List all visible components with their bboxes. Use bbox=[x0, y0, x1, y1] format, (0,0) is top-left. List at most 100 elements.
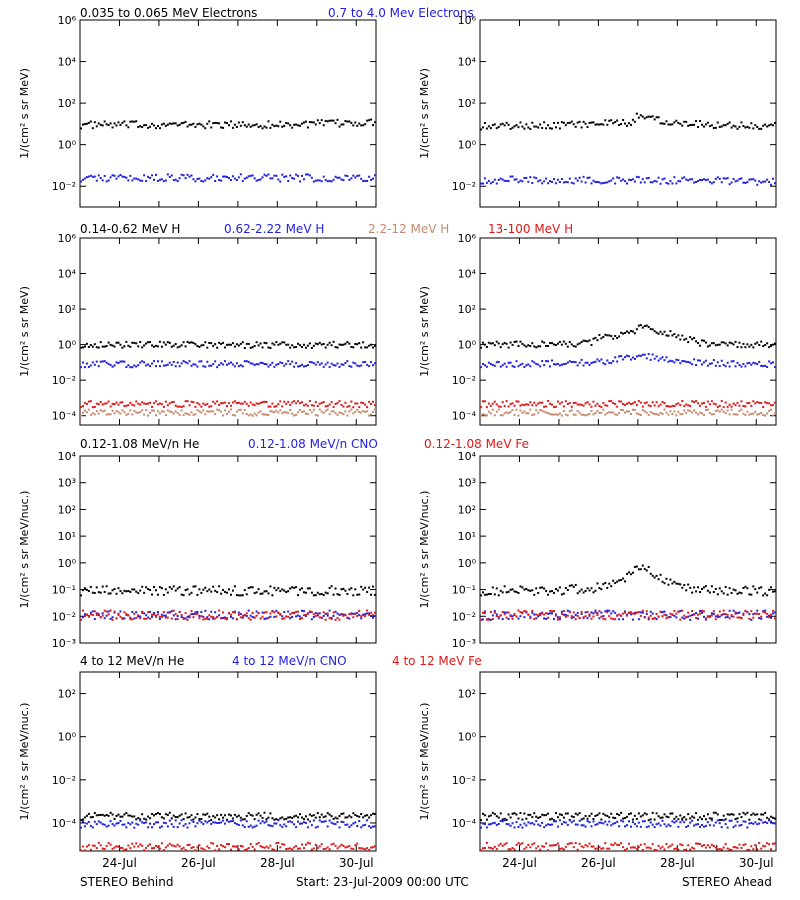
row4-title-he: 4 to 12 MeV/n He bbox=[80, 654, 185, 668]
data-point bbox=[227, 362, 230, 365]
data-point bbox=[570, 361, 573, 364]
data-point bbox=[202, 365, 205, 368]
data-point bbox=[336, 402, 339, 405]
data-point bbox=[574, 613, 577, 616]
data-point bbox=[655, 401, 658, 404]
data-point bbox=[338, 176, 341, 179]
data-point bbox=[653, 330, 656, 333]
data-point bbox=[125, 365, 128, 368]
data-point bbox=[370, 413, 373, 416]
data-point bbox=[297, 124, 300, 127]
data-point bbox=[519, 179, 522, 182]
data-point bbox=[742, 362, 745, 365]
data-point bbox=[328, 609, 331, 612]
data-point bbox=[135, 818, 138, 821]
data-point bbox=[716, 614, 719, 617]
data-point bbox=[547, 593, 550, 596]
data-point bbox=[326, 361, 329, 364]
data-point bbox=[671, 182, 674, 185]
data-point bbox=[608, 847, 611, 850]
data-point bbox=[744, 413, 747, 416]
data-point bbox=[511, 588, 514, 591]
data-point bbox=[200, 818, 203, 821]
data-point bbox=[653, 826, 656, 829]
data-point bbox=[168, 341, 171, 344]
data-point bbox=[677, 610, 680, 613]
data-point bbox=[645, 846, 648, 849]
data-point bbox=[564, 821, 567, 824]
data-point bbox=[176, 405, 179, 408]
data-point bbox=[316, 361, 319, 364]
data-point bbox=[592, 361, 595, 364]
data-point bbox=[491, 822, 494, 825]
data-point bbox=[170, 817, 173, 820]
data-point bbox=[541, 182, 544, 185]
data-point bbox=[149, 817, 152, 820]
data-point bbox=[594, 609, 597, 612]
data-point bbox=[576, 848, 579, 851]
data-point bbox=[681, 360, 684, 363]
data-point bbox=[750, 122, 753, 125]
data-point bbox=[164, 179, 167, 182]
data-point bbox=[744, 346, 747, 349]
data-point bbox=[547, 412, 550, 415]
data-point bbox=[633, 180, 636, 183]
data-point bbox=[766, 178, 769, 181]
data-point bbox=[730, 615, 733, 618]
data-point bbox=[556, 616, 559, 619]
data-point bbox=[302, 847, 305, 850]
data-point bbox=[368, 119, 371, 122]
data-point bbox=[277, 611, 280, 614]
data-point bbox=[645, 569, 648, 572]
data-point bbox=[653, 848, 656, 851]
data-point bbox=[210, 176, 213, 179]
data-point bbox=[695, 612, 698, 615]
data-point bbox=[121, 121, 124, 124]
data-point bbox=[158, 412, 161, 415]
data-point bbox=[103, 345, 106, 348]
data-point bbox=[529, 846, 532, 849]
data-point bbox=[489, 342, 492, 345]
data-point bbox=[693, 401, 696, 404]
data-point bbox=[340, 343, 343, 346]
data-point bbox=[119, 615, 122, 618]
data-point bbox=[556, 589, 559, 592]
data-point bbox=[101, 585, 104, 588]
data-point bbox=[734, 180, 737, 183]
data-point bbox=[314, 413, 317, 416]
data-point bbox=[263, 811, 266, 814]
data-point bbox=[699, 612, 702, 615]
data-point bbox=[285, 825, 288, 828]
data-point bbox=[501, 844, 504, 847]
data-point bbox=[156, 811, 159, 814]
data-point bbox=[196, 344, 199, 347]
data-point bbox=[154, 344, 157, 347]
data-point bbox=[237, 611, 240, 614]
data-point bbox=[673, 176, 676, 179]
y-axis-label: 1/(cm² s sr MeV/nuc.) bbox=[18, 703, 31, 821]
data-point bbox=[665, 181, 668, 184]
data-point bbox=[198, 122, 201, 125]
y-tick-label: 10³ bbox=[458, 477, 476, 490]
data-point bbox=[774, 366, 777, 369]
data-point bbox=[257, 588, 260, 591]
data-point bbox=[117, 341, 120, 344]
data-point bbox=[499, 365, 502, 368]
data-point bbox=[362, 361, 365, 364]
data-point bbox=[259, 410, 262, 413]
data-point bbox=[596, 339, 599, 342]
data-point bbox=[206, 122, 209, 125]
data-point bbox=[210, 126, 213, 129]
data-point bbox=[275, 405, 278, 408]
data-point bbox=[338, 815, 341, 818]
data-point bbox=[174, 589, 177, 592]
data-point bbox=[344, 823, 347, 826]
data-point bbox=[511, 615, 514, 618]
data-point bbox=[608, 615, 611, 618]
data-point bbox=[330, 616, 333, 619]
data-point bbox=[194, 613, 197, 616]
data-point bbox=[342, 844, 345, 847]
x-tick-label: 24-Jul bbox=[502, 856, 537, 870]
data-point bbox=[495, 340, 498, 343]
data-point bbox=[245, 360, 248, 363]
